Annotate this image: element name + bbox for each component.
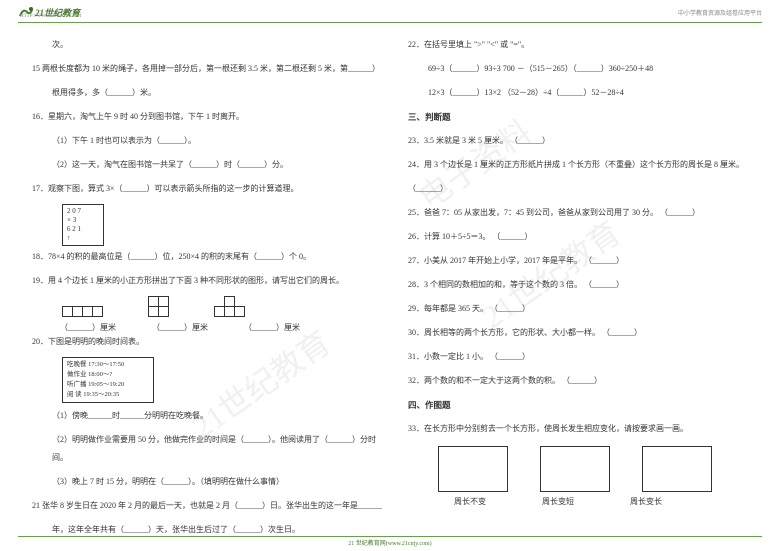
q15-cont: 根用得多，多（______）米。 — [52, 84, 382, 102]
schedule-row: 阅 读 19:35～20:35 — [67, 390, 149, 400]
q21: 21 张华 8 岁生日在 2020 年 2 月的最后一天，也就是 2 月（___… — [32, 497, 382, 515]
q30: 30．周长相等的两个长方形，它的形状、大小都一样。 （______） — [408, 324, 758, 342]
header-divider — [18, 22, 762, 23]
q24: 24．用 3 个边长是 1 厘米的正方形纸片拼成 1 个长方形（不重叠）这个长方… — [408, 156, 758, 174]
rect-label: 周长变长 — [630, 496, 662, 507]
shape-label: （______）厘米 — [244, 322, 300, 333]
right-column: 22．在括号里填上 ">" "<" 或 "="。 69÷3（______）93÷… — [408, 36, 758, 507]
q18: 18．78×4 的积的最高位是（______）位，250×4 的积的末尾有（__… — [32, 248, 382, 266]
text-line: 次。 — [52, 36, 382, 54]
q15: 15 两根长度都为 10 米的绳子，各用掉一部分后，第一根还剩 3.5 米，第二… — [32, 60, 382, 78]
footer-text: 21 世纪教育网(www.21cnjy.com) — [0, 538, 780, 547]
q19: 19．用 4 个边长 1 厘米的小正方形拼出了下面 3 种不同形状的图形，请写出… — [32, 272, 382, 290]
q23: 23．3.5 米就是 3 米 5 厘米。 （______） — [408, 132, 758, 150]
q20: 20．下图是明明的晚间时间表。 — [32, 333, 382, 351]
left-column: 次。 15 两根长度都为 10 米的绳子，各用掉一部分后，第一根还剩 3.5 米… — [32, 36, 382, 545]
shape-labels: （______）厘米 （______）厘米 （______）厘米 — [60, 322, 382, 333]
q28: 28．3 个相同的数相加的和，等于这个数的 3 倍。 （______） — [408, 276, 758, 294]
header-right-text: 中小学教育资源及组卷应用平台 — [678, 8, 762, 17]
q22: 22．在括号里填上 ">" "<" 或 "="。 — [408, 36, 758, 54]
schedule-row: 听广播 19:05～19:20 — [67, 380, 149, 390]
brand-url: HTTP://WWW.21CNJY.COM — [20, 14, 81, 19]
q24-cont: （______） — [408, 180, 758, 198]
shape-label: （______）厘米 — [60, 322, 116, 333]
rect-label: 周长不变 — [454, 496, 486, 507]
shape-2x2 — [148, 296, 172, 320]
q33: 33．在长方形中分别剪去一个长方形，使周长发生相应变化，请按要求画一画。 — [408, 420, 758, 438]
q22-row1: 69÷3（______）93÷3 700 －（515－265）（______）3… — [428, 60, 758, 78]
schedule-row: 吃晚餐 17:30～17:50 — [67, 360, 149, 370]
rect-3 — [642, 446, 712, 492]
rect-row — [438, 446, 758, 492]
shape-1x4 — [62, 306, 106, 320]
q29: 29．每年都是 365 天。 （______） — [408, 300, 758, 318]
q31: 31．小数一定比 1 小。 （______） — [408, 348, 758, 366]
shapes-row — [62, 296, 382, 320]
calc-row: × 3 — [67, 216, 99, 225]
q25: 25．爸爸 7：05 从家出发，7：45 到公司，爸爸从家到公司用了 30 分。… — [408, 204, 758, 222]
q16-1: （1）下午 1 时也可以表示为（______）。 — [52, 132, 382, 150]
shape-L — [214, 296, 248, 320]
q22-row2: 12×3（______）13×2 （52－28）÷4（______）52－28÷… — [428, 84, 758, 102]
shape-label: （______）厘米 — [152, 322, 208, 333]
calc-row: ↑ — [67, 234, 99, 243]
q17: 17．观察下图，算式 3×（______）可以表示箭头所指的这一步的计算道理。 — [32, 180, 382, 198]
calculation-box: 2 0 7 × 3 6 2 1 ↑ — [62, 204, 104, 246]
rect-1 — [438, 446, 508, 492]
q16-2: （2）这一天，淘气在图书馆一共呆了（______）时（______）分。 — [52, 156, 382, 174]
q32: 32．两个数的和不一定大于这两个数的积。 （______） — [408, 372, 758, 390]
q16: 16．星期六，淘气上午 9 时 40 分到图书馆，下午 1 时离开。 — [32, 108, 382, 126]
q20-3: （3）晚上 7 时 15 分，明明在（______）。（填明明在做什么事情） — [52, 473, 382, 491]
footer-divider — [18, 536, 762, 537]
section-3-title: 三、判断题 — [408, 108, 758, 126]
schedule-row: 做作业 18:00～? — [67, 370, 149, 380]
rect-label: 周长变短 — [542, 496, 574, 507]
q20-1: （1）傍晚______时______分明明在吃晚餐。 — [52, 407, 382, 425]
schedule-box: 吃晚餐 17:30～17:50 做作业 18:00～? 听广播 19:05～19… — [62, 357, 154, 403]
calc-row: 6 2 1 — [67, 225, 99, 234]
rect-2 — [540, 446, 610, 492]
q27: 27．小美从 2017 年开始上小学，2017 年是平年。 （______） — [408, 252, 758, 270]
section-4-title: 四、作图题 — [408, 396, 758, 414]
rect-labels: 周长不变 周长变短 周长变长 — [454, 496, 758, 507]
q20-2: （2）明明做作业需要用 50 分，他做完作业的时间是（______）。他阅读用了… — [52, 431, 382, 467]
q26: 26．计算 10＋5÷5＝3。 （______） — [408, 228, 758, 246]
calc-row: 2 0 7 — [67, 207, 99, 216]
